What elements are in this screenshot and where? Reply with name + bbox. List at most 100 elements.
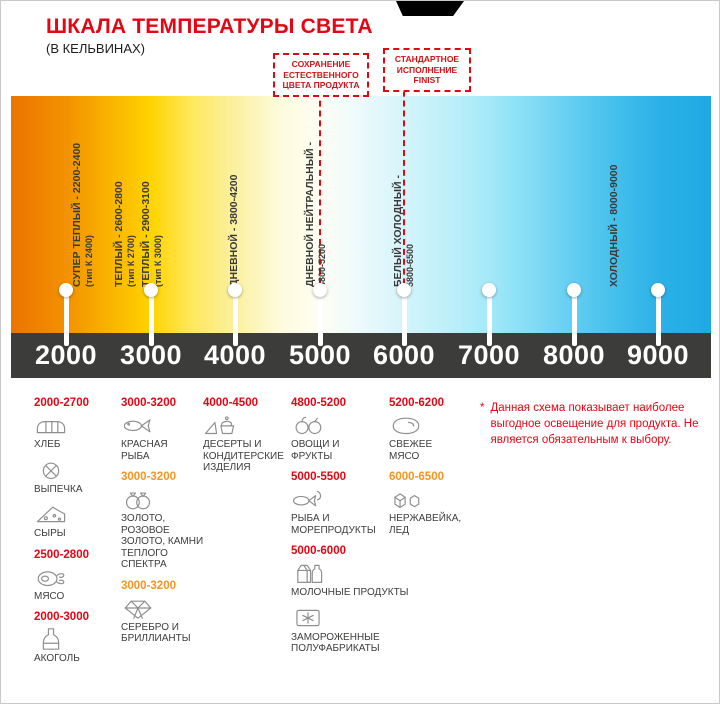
page-subtitle: (В КЕЛЬВИНАХ) [46, 41, 145, 56]
kelvin-tick-2000: 2000 [34, 340, 98, 370]
scale-marker-dot [144, 283, 158, 297]
legend-item-label: СЕРЕБРО И БРИЛЛИАНТЫ [121, 621, 191, 645]
callout-finist-standard: СТАНДАРТНОЕ ИСПОЛНЕНИЕ FINIST [383, 48, 471, 92]
band-label-sub: (тип К 2700) [126, 235, 136, 287]
legend-group: 4000-4500 ДЕСЕРТЫ И КОНДИТЕРСКИЕ ИЗДЕЛИЯ [203, 397, 289, 474]
scale-marker-dot [228, 283, 242, 297]
legend-column-3: 4000-4500 ДЕСЕРТЫ И КОНДИТЕРСКИЕ ИЗДЕЛИЯ [203, 397, 289, 481]
band-label-sub: 5800-6500 [405, 243, 415, 287]
legend-group: 3000-3200 КРАСНАЯ РЫБА [121, 397, 207, 462]
legend-item: СЕРЕБРО И БРИЛЛИАНТЫ [121, 596, 207, 645]
band-label-daylight: ДНЕВНОЙ - 3800-4200 [228, 175, 241, 288]
legend-item-label: ХЛЕБ [34, 439, 61, 450]
top-edge-artifact [396, 1, 464, 16]
legend-group: 5200-6200 СВЕЖЕЕ МЯСО [389, 397, 475, 462]
legend-group: 3000-3200 СЕРЕБРО И БРИЛЛИАНТЫ [121, 580, 207, 645]
kelvin-range-label: 6000-6500 [389, 471, 444, 483]
legend-column-5: 5200-6200 СВЕЖЕЕ МЯСО 6000-6500 НЕРЖАВЕЙ… [389, 397, 475, 543]
scale-marker-stem [317, 293, 323, 346]
scale-marker-dot [397, 283, 411, 297]
fruits-icon [291, 413, 387, 437]
band-label-warm-3000: ТЕПЛЫЙ - 2900-3100 (тип К 3000) [140, 181, 164, 287]
kelvin-range-label: 4800-5200 [291, 397, 346, 409]
scale-marker-stem [655, 293, 661, 346]
kelvin-tick-9000: 9000 [626, 340, 690, 370]
legend-group: 3000-3200 ЗОЛОТО, РОЗОВОЕ ЗОЛОТО, КАМНИ … [121, 471, 207, 571]
legend-item-label: МОЛОЧНЫЕ ПРОДУКТЫ [291, 587, 409, 598]
kelvin-gradient-bar [11, 96, 711, 333]
footnote-text: Данная схема показывает наиболее выгодно… [490, 402, 699, 447]
scale-marker-stem [401, 293, 407, 346]
scale-marker-dot [59, 283, 73, 297]
scale-marker-dot [651, 283, 665, 297]
legend-column-4: 4800-5200 ОВОЩИ И ФРУКТЫ 5000-5500 РЫБА … [291, 397, 409, 662]
legend-item-label: ЗОЛОТО, РОЗОВОЕ ЗОЛОТО, КАМНИ ТЕПЛОГО СП… [121, 513, 204, 570]
kelvin-tick-7000: 7000 [457, 340, 521, 370]
kelvin-tick-5000: 5000 [288, 340, 352, 370]
legend-group: 2000-3000 АКОГОЛЬ [34, 611, 114, 665]
red-fish-icon [121, 413, 207, 437]
kelvin-range-label: 5000-6000 [291, 545, 346, 557]
legend-item-label: СВЕЖЕЕ МЯСО [389, 439, 433, 462]
legend-item-label: ОВОЩИ И ФРУКТЫ [291, 439, 340, 462]
legend-group: 6000-6500 НЕРЖАВЕЙКА, ЛЕД [389, 471, 475, 536]
legend-item-label: НЕРЖАВЕЙКА, ЛЕД [389, 513, 462, 536]
kelvin-tick-3000: 3000 [119, 340, 183, 370]
dessert-icon [203, 413, 289, 437]
band-label-text: ТЕПЛЫЙ - 2600-2800 [113, 181, 125, 287]
band-label-sub: (тип К 3000) [153, 235, 163, 287]
legend-item: КРАСНАЯ РЫБА [121, 413, 207, 462]
legend-item-label: ДЕСЕРТЫ И КОНДИТЕРСКИЕ ИЗДЕЛИЯ [203, 439, 284, 473]
scale-marker-stem [232, 293, 238, 346]
legend-column-1: 2000-2700 ХЛЕБ ВЫПЕЧКА СЫРЫ 250 [34, 397, 114, 672]
legend-item: ОВОЩИ И ФРУКТЫ [291, 413, 387, 462]
kelvin-range-label: 3000-3200 [121, 579, 176, 592]
scale-marker-stem [63, 293, 69, 346]
legend-item-label: МЯСО [34, 590, 65, 602]
legend-group: 5000-5500 РЫБА И МОРЕПРОДУКТЫ [291, 471, 387, 536]
kelvin-range-label: 2000-2700 [34, 397, 89, 409]
legend-item-label: РЫБА И МОРЕПРОДУКТЫ [291, 513, 376, 536]
bread-icon [34, 413, 114, 437]
legend-group: 4800-5200 ОВОЩИ И ФРУКТЫ [291, 397, 387, 462]
fresh-meat-icon [389, 413, 475, 437]
band-label-text: ДНЕВНОЙ - 3800-4200 [228, 174, 240, 288]
band-label-text: ХОЛОДНЫЙ - 8000-9000 [608, 164, 620, 287]
kelvin-range-label: 5200-6200 [389, 397, 444, 409]
band-label-cool-white: БЕЛЫЙ ХОЛОДНЫЙ - 5800-6500 [392, 175, 416, 287]
kelvin-tick-4000: 4000 [203, 340, 267, 370]
scale-marker-dot [482, 283, 496, 297]
band-label-warm-2700: ТЕПЛЫЙ - 2600-2800 (тип К 2700) [113, 181, 137, 287]
legend-group: 2500-2800 МЯСО [34, 549, 114, 603]
kelvin-tick-8000: 8000 [542, 340, 606, 370]
scale-marker-stem [148, 293, 154, 346]
kelvin-range-label: 3000-3200 [121, 471, 176, 483]
callout-pointer-line-5000 [319, 71, 321, 334]
legend-column-2: 3000-3200 КРАСНАЯ РЫБА 3000-3200 ЗОЛОТО,… [121, 397, 207, 652]
legend-item: ВЫПЕЧКА [34, 458, 114, 496]
kelvin-range-label: 3000-3200 [121, 397, 176, 409]
legend-item: ЗАМОРОЖЕННЫЕ ПОЛУФАБРИКАТЫ [291, 606, 387, 655]
footnote-asterisk: * [480, 402, 485, 414]
legend-item: СЫРЫ [34, 502, 114, 540]
band-label-text: ТЕПЛЫЙ - 2900-3100 [140, 181, 152, 287]
scale-marker-stem [571, 293, 577, 346]
legend-item-label: ЗАМОРОЖЕННЫЕ ПОЛУФАБРИКАТЫ [291, 631, 380, 655]
callout-pointer-line-6000 [403, 61, 405, 334]
pastry-icon [34, 458, 114, 482]
kelvin-range-label: 4000-4500 [203, 397, 258, 409]
legend-group: 5000-6000 МОЛОЧНЫЕ ПРОДУКТЫ ЗАМОРОЖЕННЫЕ… [291, 545, 409, 655]
kelvin-range-label: 2000-3000 [34, 611, 89, 623]
legend-item: ЗОЛОТО, РОЗОВОЕ ЗОЛОТО, КАМНИ ТЕПЛОГО СП… [121, 487, 207, 571]
legend-item: СВЕЖЕЕ МЯСО [389, 413, 475, 462]
alcohol-bottle-icon [34, 627, 114, 651]
scale-marker-dot [313, 283, 327, 297]
band-label-text: СУПЕР ТЕПЛЫЙ - 2200-2400 [71, 142, 83, 287]
band-label-sub: 4800-5200 [317, 243, 327, 287]
legend-item-label: СЫРЫ [34, 528, 66, 539]
band-label-sub: (тип К 2400) [84, 235, 94, 287]
legend-item-label: АКОГОЛЬ [34, 653, 80, 664]
legend-item: РЫБА И МОРЕПРОДУКТЫ [291, 487, 387, 536]
legend-item: ДЕСЕРТЫ И КОНДИТЕРСКИЕ ИЗДЕЛИЯ [203, 413, 289, 474]
